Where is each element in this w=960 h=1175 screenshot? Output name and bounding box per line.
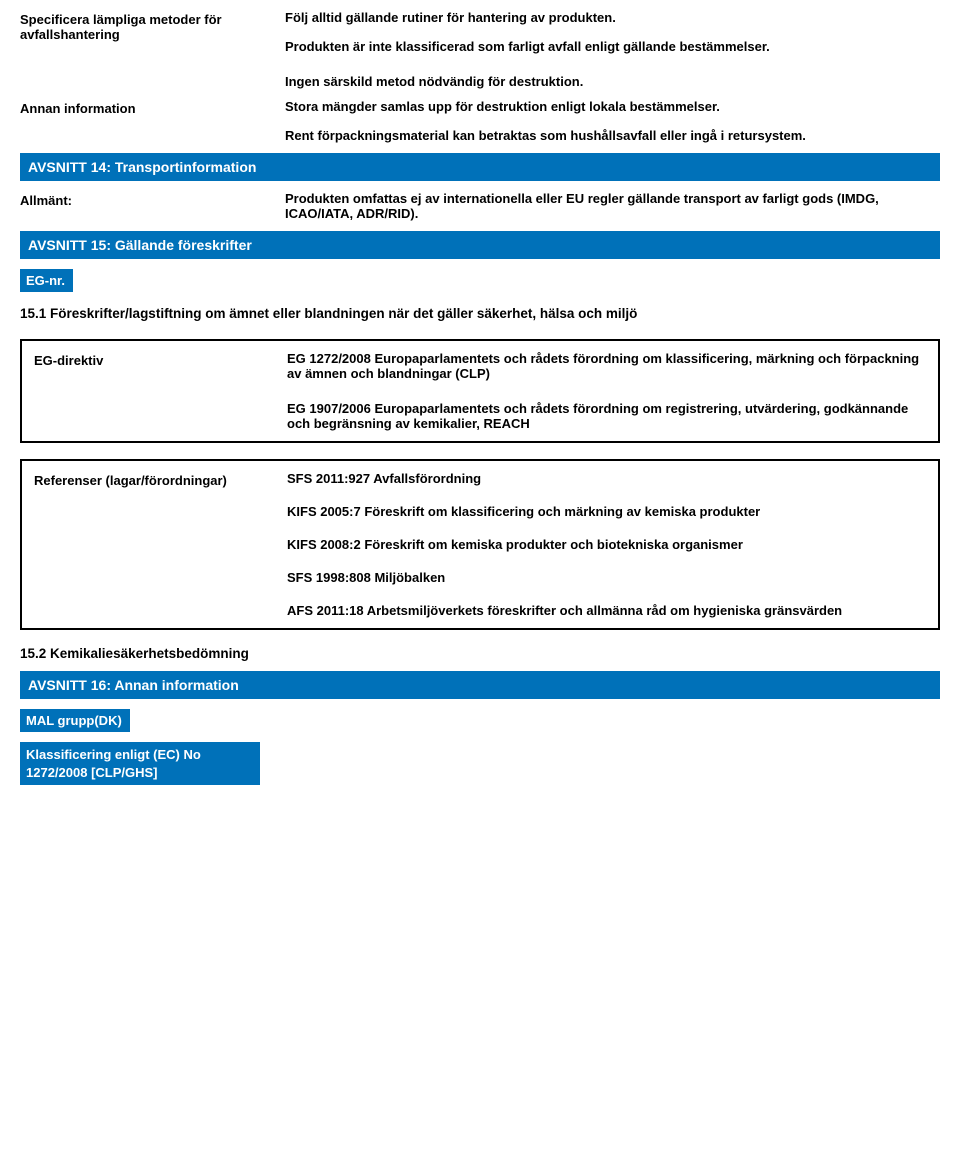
references-label: Referenser (lagar/förordningar) — [34, 471, 287, 618]
mal-group-wrapper: MAL grupp(DK) — [20, 709, 940, 738]
references-p1: SFS 2011:927 Avfallsförordning — [287, 471, 926, 486]
disposal-p3: Ingen särskild metod nödvändig för destr… — [285, 74, 940, 89]
eg-nr-label: EG-nr. — [20, 269, 73, 292]
classification-wrapper: Klassificering enligt (EC) No 1272/2008 … — [20, 742, 940, 791]
eg-nr-wrapper: EG-nr. — [20, 269, 940, 298]
references-content: SFS 2011:927 Avfallsförordning KIFS 2005… — [287, 471, 926, 618]
other-info-p2: Rent förpackningsmaterial kan betraktas … — [285, 128, 940, 143]
disposal-p1: Följ alltid gällande rutiner för hanteri… — [285, 10, 940, 25]
section-15-2-heading: 15.2 Kemikaliesäkerhetsbedömning — [20, 646, 940, 661]
eg-directive-content: EG 1272/2008 Europaparlamentets och råde… — [287, 351, 926, 431]
other-info-row: Annan information Stora mängder samlas u… — [20, 99, 940, 143]
section-14-general-label: Allmänt: — [20, 191, 285, 221]
eg-directive-box: EG-direktiv EG 1272/2008 Europaparlament… — [20, 339, 940, 443]
references-p4: SFS 1998:808 Miljöbalken — [287, 570, 926, 585]
mal-group-label: MAL grupp(DK) — [20, 709, 130, 732]
other-info-p1: Stora mängder samlas upp för destruktion… — [285, 99, 940, 114]
section-14-general-row: Allmänt: Produkten omfattas ej av intern… — [20, 191, 940, 221]
other-info-label: Annan information — [20, 99, 285, 143]
disposal-content: Följ alltid gällande rutiner för hanteri… — [285, 10, 940, 89]
references-p5: AFS 2011:18 Arbetsmiljöverkets föreskrif… — [287, 603, 926, 618]
disposal-p2: Produkten är inte klassificerad som farl… — [285, 39, 940, 54]
disposal-label: Specificera lämpliga metoder för avfalls… — [20, 10, 285, 89]
references-p3: KIFS 2008:2 Föreskrift om kemiska produk… — [287, 537, 926, 552]
classification-label: Klassificering enligt (EC) No 1272/2008 … — [20, 742, 260, 785]
references-p2: KIFS 2005:7 Föreskrift om klassificering… — [287, 504, 926, 519]
disposal-row: Specificera lämpliga metoder för avfalls… — [20, 10, 940, 89]
section-14-header: AVSNITT 14: Transportinformation — [20, 153, 940, 181]
section-15-1-heading: 15.1 Föreskrifter/lagstiftning om ämnet … — [20, 306, 940, 321]
references-box: Referenser (lagar/förordningar) SFS 2011… — [20, 459, 940, 630]
section-16-header: AVSNITT 16: Annan information — [20, 671, 940, 699]
eg-directive-label: EG-direktiv — [34, 351, 287, 431]
eg-directive-p2: EG 1907/2006 Europaparlamentets och råde… — [287, 401, 926, 431]
eg-directive-p1: EG 1272/2008 Europaparlamentets och råde… — [287, 351, 926, 381]
other-info-content: Stora mängder samlas upp för destruktion… — [285, 99, 940, 143]
section-15-header: AVSNITT 15: Gällande föreskrifter — [20, 231, 940, 259]
section-14-general-text: Produkten omfattas ej av internationella… — [285, 191, 940, 221]
